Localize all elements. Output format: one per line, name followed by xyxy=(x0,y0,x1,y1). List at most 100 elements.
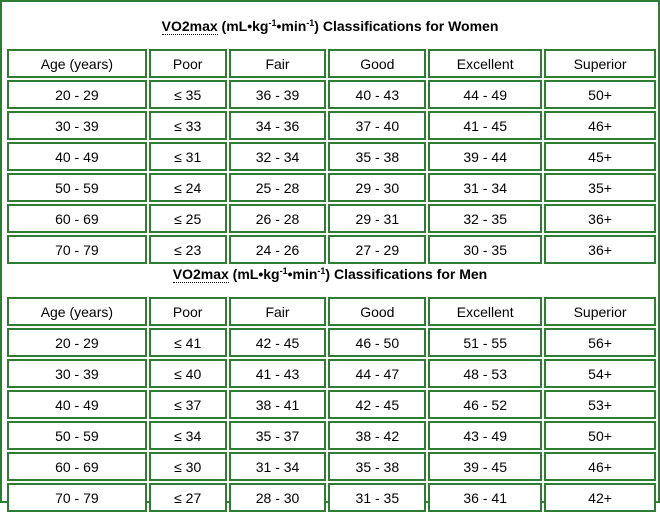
vo2max-abbreviation: VO2max xyxy=(172,266,229,283)
table-cell: 40 - 49 xyxy=(7,142,147,171)
table-cell: 36 - 41 xyxy=(428,483,543,512)
table-cell: 42 - 45 xyxy=(328,390,427,419)
exponent: -1 xyxy=(306,18,315,28)
table-cell: 41 - 43 xyxy=(228,359,327,388)
table-cell: ≤ 40 xyxy=(148,359,227,388)
table-row: 30 - 39 ≤ 33 34 - 36 37 - 40 41 - 45 46+ xyxy=(7,111,656,140)
table-cell: 50+ xyxy=(544,80,656,109)
table-cell: ≤ 31 xyxy=(148,142,227,171)
column-header-fair: Fair xyxy=(228,49,327,78)
exponent: -1 xyxy=(268,18,277,28)
table-cell: 24 - 26 xyxy=(228,235,327,264)
table-cell: 40 - 43 xyxy=(328,80,427,109)
table-cell: 43 - 49 xyxy=(428,421,543,450)
table-cell: 32 - 34 xyxy=(228,142,327,171)
table-cell: ≤ 33 xyxy=(148,111,227,140)
table-cell: 45+ xyxy=(544,142,656,171)
column-header-fair: Fair xyxy=(228,297,327,326)
table-cell: 29 - 31 xyxy=(328,204,427,233)
table-cell: 50+ xyxy=(544,421,656,450)
table-cell: 60 - 69 xyxy=(7,452,147,481)
table-cell: 20 - 29 xyxy=(7,80,147,109)
table-cell: ≤ 30 xyxy=(148,452,227,481)
table-cell: 42+ xyxy=(544,483,656,512)
table-row: 60 - 69 ≤ 30 31 - 34 35 - 38 39 - 45 46+ xyxy=(7,452,656,481)
table-cell: 70 - 79 xyxy=(7,483,147,512)
table-cell: 39 - 44 xyxy=(428,142,543,171)
table-cell: 51 - 55 xyxy=(428,328,543,357)
table-cell: ≤ 37 xyxy=(148,390,227,419)
table-cell: 70 - 79 xyxy=(7,235,147,264)
table-row: 40 - 49 ≤ 31 32 - 34 35 - 38 39 - 44 45+ xyxy=(7,142,656,171)
table-row: 40 - 49 ≤ 37 38 - 41 42 - 45 46 - 52 53+ xyxy=(7,390,656,419)
women-table-title: VO2max (mL•kg-1•min-1) Classifications f… xyxy=(2,18,658,35)
table-cell: ≤ 27 xyxy=(148,483,227,512)
table-cell: 46+ xyxy=(544,452,656,481)
table-cell: 42 - 45 xyxy=(228,328,327,357)
column-header-excellent: Excellent xyxy=(428,297,543,326)
column-header-superior: Superior xyxy=(544,49,656,78)
column-header-poor: Poor xyxy=(148,49,227,78)
table-cell: 31 - 34 xyxy=(228,452,327,481)
table-cell: 20 - 29 xyxy=(7,328,147,357)
table-cell: 34 - 36 xyxy=(228,111,327,140)
column-header-poor: Poor xyxy=(148,297,227,326)
table-cell: 44 - 47 xyxy=(328,359,427,388)
table-cell: 37 - 40 xyxy=(328,111,427,140)
table-cell: 30 - 35 xyxy=(428,235,543,264)
table-row: 70 - 79 ≤ 27 28 - 30 31 - 35 36 - 41 42+ xyxy=(7,483,656,512)
column-header-good: Good xyxy=(328,297,427,326)
unit-text: •min xyxy=(276,18,307,34)
table-cell: 48 - 53 xyxy=(428,359,543,388)
exponent: -1 xyxy=(317,266,326,276)
table-row: 20 - 29 ≤ 35 36 - 39 40 - 43 44 - 49 50+ xyxy=(7,80,656,109)
table-cell: 56+ xyxy=(544,328,656,357)
table-cell: ≤ 34 xyxy=(148,421,227,450)
table-cell: 30 - 39 xyxy=(7,111,147,140)
title-text: ) Classifications for Women xyxy=(314,18,499,34)
table-cell: 31 - 35 xyxy=(328,483,427,512)
table-cell: ≤ 41 xyxy=(148,328,227,357)
table-row: 50 - 59 ≤ 34 35 - 37 38 - 42 43 - 49 50+ xyxy=(7,421,656,450)
table-cell: 36+ xyxy=(544,204,656,233)
table-cell: ≤ 35 xyxy=(148,80,227,109)
table-cell: 35 - 38 xyxy=(328,452,427,481)
table-cell: 38 - 42 xyxy=(328,421,427,450)
table-cell: 50 - 59 xyxy=(7,173,147,202)
table-cell: 39 - 45 xyxy=(428,452,543,481)
table-cell: 46 - 50 xyxy=(328,328,427,357)
table-cell: 25 - 28 xyxy=(228,173,327,202)
table-cell: 54+ xyxy=(544,359,656,388)
unit-text: (mL•kg xyxy=(228,266,280,282)
unit-text: (mL•kg xyxy=(217,18,269,34)
table-cell: 35 - 38 xyxy=(328,142,427,171)
table-row: 20 - 29 ≤ 41 42 - 45 46 - 50 51 - 55 56+ xyxy=(7,328,656,357)
table-cell: ≤ 24 xyxy=(148,173,227,202)
exponent: -1 xyxy=(279,266,288,276)
table-row: 50 - 59 ≤ 24 25 - 28 29 - 30 31 - 34 35+ xyxy=(7,173,656,202)
table-row: 70 - 79 ≤ 23 24 - 26 27 - 29 30 - 35 36+ xyxy=(7,235,656,264)
title-text: ) Classifications for Men xyxy=(325,266,488,282)
table-cell: 26 - 28 xyxy=(228,204,327,233)
column-header-good: Good xyxy=(328,49,427,78)
table-cell: 35 - 37 xyxy=(228,421,327,450)
unit-text: •min xyxy=(287,266,318,282)
table-cell: 38 - 41 xyxy=(228,390,327,419)
table-cell: 27 - 29 xyxy=(328,235,427,264)
column-header-excellent: Excellent xyxy=(428,49,543,78)
table-cell: 30 - 39 xyxy=(7,359,147,388)
table-cell: 60 - 69 xyxy=(7,204,147,233)
table-cell: 44 - 49 xyxy=(428,80,543,109)
column-header-age: Age (years) xyxy=(7,49,147,78)
table-cell: 32 - 35 xyxy=(428,204,543,233)
table-cell: 41 - 45 xyxy=(428,111,543,140)
table-cell: 46 - 52 xyxy=(428,390,543,419)
table-cell: 28 - 30 xyxy=(228,483,327,512)
table-row: 30 - 39 ≤ 40 41 - 43 44 - 47 48 - 53 54+ xyxy=(7,359,656,388)
table-cell: 29 - 30 xyxy=(328,173,427,202)
men-table-title: VO2max (mL•kg-1•min-1) Classifications f… xyxy=(2,266,658,283)
table-header-row: Age (years) Poor Fair Good Excellent Sup… xyxy=(7,49,656,78)
table-row: 60 - 69 ≤ 25 26 - 28 29 - 31 32 - 35 36+ xyxy=(7,204,656,233)
table-cell: 36 - 39 xyxy=(228,80,327,109)
